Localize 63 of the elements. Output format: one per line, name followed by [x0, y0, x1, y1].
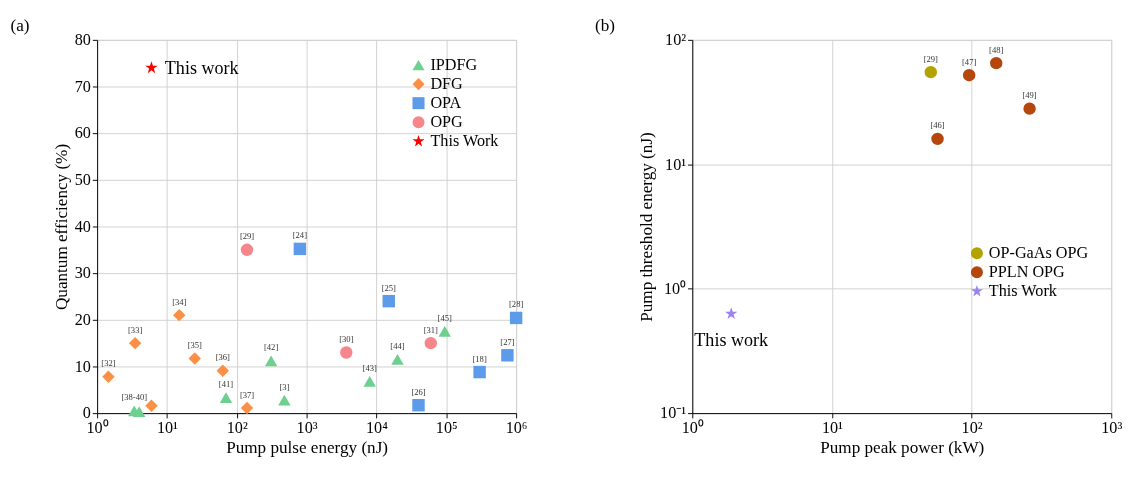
annotation: [3] — [279, 381, 290, 392]
x-tick-label: 10¹ — [156, 418, 179, 436]
legend-label: IPDFG — [430, 55, 478, 73]
y-tick-label: 30 — [74, 264, 91, 282]
x-tick-label: 10³ — [296, 418, 318, 436]
y-tick-label: 80 — [74, 31, 91, 49]
annotation: [32] — [101, 358, 116, 369]
annotation: [25] — [381, 282, 397, 293]
y-tick-label: 10 — [74, 357, 91, 375]
legend-label: OPG — [430, 112, 464, 130]
annotation: [36] — [215, 352, 231, 363]
annotation: [18] — [472, 353, 487, 364]
legend-label: DFG — [430, 74, 464, 92]
y-tick-label: 60 — [74, 124, 91, 142]
y-tick-label: 70 — [74, 77, 91, 95]
annotation: [42] — [263, 342, 279, 353]
y-tick-label: 40 — [74, 217, 91, 235]
x-tick-label: 10² — [226, 418, 248, 436]
x-tick-label: 10⁶ — [505, 418, 528, 436]
x-tick-label: 10² — [961, 418, 983, 436]
x-tick-label: 10³ — [1101, 418, 1123, 436]
chart-title: (a) — [10, 16, 30, 36]
annotation: [29] — [239, 231, 255, 242]
legend-label: This Work — [430, 132, 500, 150]
legend-label: OPA — [430, 93, 462, 111]
annotation: [27] — [500, 336, 515, 347]
annotation: [41] — [218, 379, 234, 390]
annotation: [38-40] — [121, 392, 148, 403]
x-tick-label: 10⁵ — [435, 418, 458, 436]
chart-title: (b) — [595, 16, 616, 36]
x-axis-title: Pump peak power (kW) — [820, 437, 985, 457]
legend-label: PPLN OPG — [988, 263, 1066, 281]
y-tick-label: 10⁰ — [663, 279, 687, 297]
legend-label: OP-GaAs OPG — [988, 244, 1089, 262]
y-axis-title: Quantum efficiency (%) — [52, 143, 72, 311]
annotation: [49] — [1022, 90, 1037, 101]
annotation: [33] — [127, 324, 143, 335]
annotation: [29] — [923, 53, 939, 64]
y-axis-title: Pump threshold energy (nJ) — [636, 132, 656, 322]
annotation: [34] — [172, 296, 187, 307]
annotation: [26] — [411, 386, 426, 397]
annotation: [31] — [423, 324, 439, 335]
annotation: [43] — [362, 362, 377, 373]
annotation: [46] — [930, 120, 945, 131]
y-tick-label: 50 — [74, 171, 91, 189]
annotation: [48] — [989, 44, 1004, 55]
annotation: [37] — [239, 389, 255, 400]
y-tick-label: 20 — [74, 311, 91, 329]
annotation: [30] — [339, 334, 354, 345]
annotation: [45] — [437, 313, 453, 324]
y-tick-label: 10¹ — [665, 155, 687, 173]
annotation: [28] — [508, 299, 524, 310]
legend-label: This Work — [988, 282, 1058, 300]
y-tick-label: 10² — [665, 31, 687, 49]
annotation: [47] — [962, 56, 977, 67]
annotation: [44] — [390, 341, 405, 352]
annotation: This work — [694, 330, 770, 351]
x-axis-title: Pump pulse energy (nJ) — [226, 437, 389, 457]
x-tick-label: 10⁴ — [366, 418, 389, 436]
annotation: [24] — [292, 230, 308, 241]
x-tick-label: 10¹ — [821, 418, 844, 436]
annotation: This work — [164, 57, 240, 78]
annotation: [35] — [187, 340, 203, 351]
